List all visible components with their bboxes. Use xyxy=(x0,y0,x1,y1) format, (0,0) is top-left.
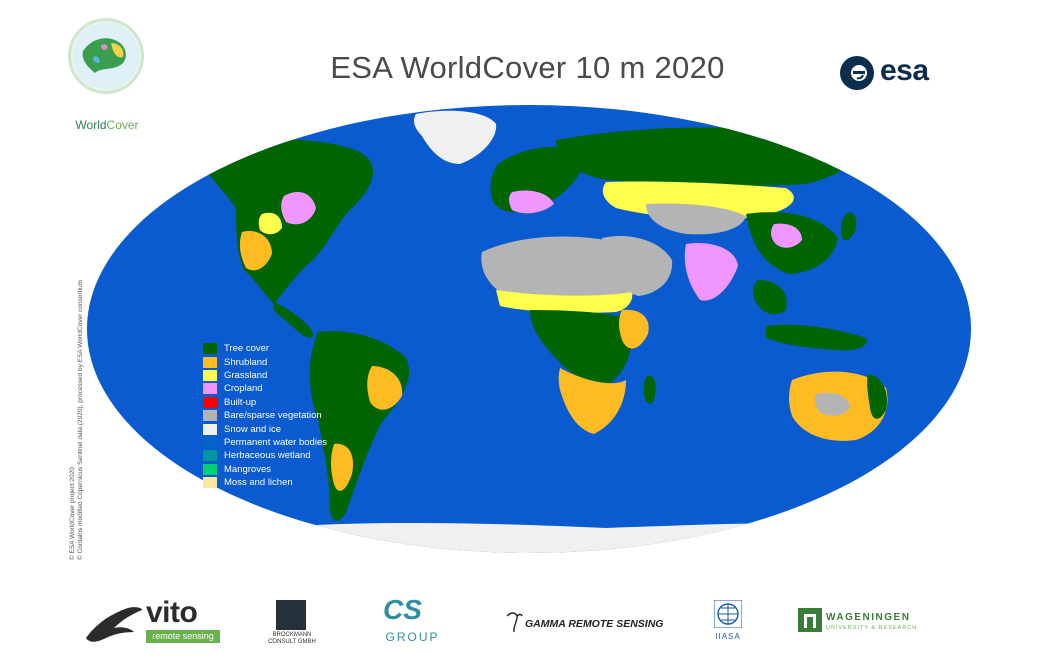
map-title: ESA WorldCover 10 m 2020 xyxy=(330,50,725,85)
legend-swatch xyxy=(203,356,217,368)
legend-swatch xyxy=(203,396,217,408)
arabia xyxy=(602,236,673,296)
japan xyxy=(841,212,857,241)
sahara xyxy=(481,236,641,302)
cs-group-logo: CS GROUP xyxy=(375,592,450,648)
legend-label: Shrubland xyxy=(224,356,268,368)
legend-swatch xyxy=(203,410,217,422)
worldcover-logo-text: WorldCover xyxy=(75,118,139,132)
africa-south xyxy=(558,368,626,434)
gamma-symbol-icon xyxy=(506,612,523,633)
legend-label: Snow and ice xyxy=(224,423,282,435)
legend-item: Built-up xyxy=(203,396,383,409)
legend-item: Cropland xyxy=(203,382,383,395)
india xyxy=(684,242,738,301)
copyright-text: © ESA WorldCover project 2020 © Contains… xyxy=(69,230,85,560)
na-plains xyxy=(258,212,282,235)
iiasa-globe-icon xyxy=(714,600,742,628)
worldcover-logo: WorldCover xyxy=(62,18,152,132)
north-america xyxy=(194,138,374,304)
legend-label: Tree cover xyxy=(224,343,270,355)
na-cropland xyxy=(281,192,316,225)
legend-swatch xyxy=(203,463,217,475)
cs-name: GROUP xyxy=(385,630,440,644)
legend-swatch xyxy=(203,423,217,435)
iiasa-logo: IIASA xyxy=(708,592,748,648)
legend-item: Bare/sparse vegetation xyxy=(203,409,383,422)
wageningen-subtitle: UNIVERSITY & RESEARCH xyxy=(826,625,918,631)
china-crop xyxy=(771,223,802,248)
legend-label: Herbaceous wetland xyxy=(224,450,311,462)
legend-item: Moss and lichen xyxy=(203,476,383,489)
sa-east xyxy=(367,366,403,410)
new-zealand xyxy=(918,439,930,462)
greenland xyxy=(414,110,497,164)
legend-label: Mangroves xyxy=(224,463,271,475)
legend-swatch xyxy=(203,383,217,395)
na-southwest xyxy=(239,230,272,271)
esa-emblem-icon xyxy=(840,56,874,90)
legend-swatch xyxy=(203,450,217,462)
iiasa-name: IIASA xyxy=(715,632,741,641)
legend-item: Tree cover xyxy=(203,342,383,355)
brockmann-name: BROCKMANN CONSULT GMBH xyxy=(268,632,316,645)
legend-item: Herbaceous wetland xyxy=(203,449,383,462)
siberia xyxy=(556,127,854,186)
legend-swatch xyxy=(203,369,217,381)
globe-icon xyxy=(68,18,144,94)
world-map xyxy=(87,105,971,553)
legend-item: Permanent water bodies xyxy=(203,436,383,449)
legend-item: Snow and ice xyxy=(203,422,383,435)
legend-item: Mangroves xyxy=(203,463,383,476)
legend-label: Cropland xyxy=(224,383,263,395)
esa-logo: esa xyxy=(838,54,950,92)
legend-swatch xyxy=(203,477,217,489)
sa-south xyxy=(331,443,354,491)
africa-east xyxy=(619,309,649,349)
africa-central xyxy=(530,310,632,383)
legend-label: Grassland xyxy=(224,369,268,381)
legend-label: Permanent water bodies xyxy=(224,436,327,448)
cs-mark: CS xyxy=(383,594,422,625)
gamma-logo: GAMMA REMOTE SENSING xyxy=(505,592,665,648)
wageningen-name: WAGENINGEN xyxy=(826,612,911,623)
australia-center xyxy=(814,392,850,416)
southeast-asia xyxy=(753,280,787,315)
europe-crop xyxy=(509,190,554,214)
wageningen-mark-icon xyxy=(798,608,822,632)
legend-item: Grassland xyxy=(203,369,383,382)
brockmann-mark-icon xyxy=(276,600,306,630)
gamma-name: GAMMA REMOTE SENSING xyxy=(525,618,664,630)
vito-bird-icon xyxy=(86,607,142,642)
map-legend: Tree cover Shrubland Grassland Cropland Buil… xyxy=(203,342,383,489)
legend-swatch xyxy=(203,343,217,355)
copyright-line-2: © Contains modified Copernicus Sentinel … xyxy=(77,280,84,560)
asia-desert xyxy=(646,203,746,235)
wageningen-logo: WAGENINGEN UNIVERSITY & RESEARCH xyxy=(798,592,928,648)
brockmann-logo: BROCKMANN CONSULT GMBH xyxy=(262,592,322,648)
vito-subtitle: remote sensing xyxy=(146,630,220,643)
legend-label: Bare/sparse vegetation xyxy=(224,410,322,422)
legend-item: Shrubland xyxy=(203,355,383,368)
central-america xyxy=(274,302,313,338)
copyright-line-1: © ESA WorldCover project 2020 xyxy=(69,467,76,560)
legend-label: Moss and lichen xyxy=(224,477,293,489)
esa-logo-text: esa xyxy=(880,54,929,87)
antarctica xyxy=(146,522,946,553)
legend-swatch xyxy=(203,436,217,448)
vito-name: vito xyxy=(146,596,198,629)
australia-east xyxy=(867,374,888,419)
legend-label: Built-up xyxy=(224,396,257,408)
indonesia xyxy=(766,324,867,351)
vito-logo: vito remote sensing xyxy=(84,592,220,648)
madagascar xyxy=(644,375,656,404)
sahel xyxy=(496,290,633,313)
